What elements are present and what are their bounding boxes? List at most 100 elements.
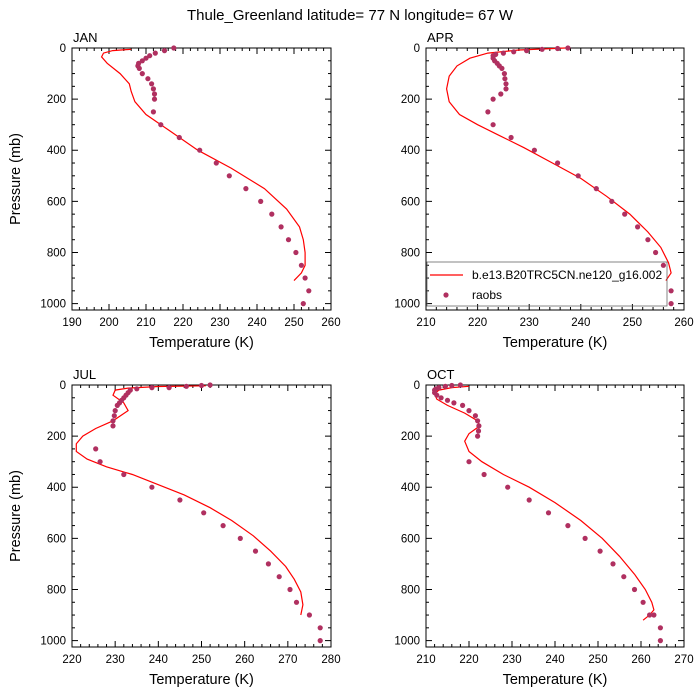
y-tick-label: 0 xyxy=(60,43,66,55)
raobs-point xyxy=(508,134,514,141)
raobs-point xyxy=(657,625,664,631)
y-tick-label: 400 xyxy=(401,145,420,157)
raobs-point xyxy=(258,198,264,204)
raobs-point xyxy=(145,76,151,82)
raobs-point xyxy=(498,91,504,97)
x-tick-label: 200 xyxy=(99,317,118,329)
x-tick-label: 190 xyxy=(62,317,81,329)
raobs-point xyxy=(490,122,496,128)
raobs-point xyxy=(438,395,444,401)
x-axis-label: Temperature (K) xyxy=(149,335,254,351)
raobs-point xyxy=(503,81,509,87)
x-tick-label: 210 xyxy=(416,654,435,666)
x-tick-label: 280 xyxy=(321,654,340,666)
series-line-model xyxy=(445,47,672,281)
raobs-point xyxy=(610,561,616,567)
x-tick-label: 210 xyxy=(416,317,435,329)
raobs-point xyxy=(499,65,505,71)
x-tick-label: 250 xyxy=(284,317,303,329)
raobs-point xyxy=(150,109,156,115)
raobs-point xyxy=(237,535,243,542)
plot-frame xyxy=(71,384,332,648)
raobs-point xyxy=(457,382,463,388)
x-tick-label: 230 xyxy=(502,654,521,666)
y-tick-label: 0 xyxy=(60,380,66,392)
raobs-point xyxy=(582,535,588,542)
raobs-point xyxy=(317,625,323,631)
y-tick-label: 800 xyxy=(401,247,420,259)
raobs-point xyxy=(114,402,120,408)
x-axis-label: Temperature (K) xyxy=(149,672,254,688)
x-tick-label: 220 xyxy=(62,654,81,666)
raobs-point xyxy=(226,173,232,179)
raobs-point xyxy=(481,471,487,478)
y-tick-label: 200 xyxy=(401,431,420,443)
x-tick-label: 220 xyxy=(459,654,478,666)
panel-apr: 210 220 230 240 250 260 0 200 400 600 800 1000 APR Te… xyxy=(394,30,693,351)
y-tick-label: 600 xyxy=(401,196,420,208)
raobs-point xyxy=(161,48,168,54)
raobs-point xyxy=(651,612,657,618)
legend-entry-label: raobs xyxy=(472,288,502,302)
raobs-point xyxy=(609,198,615,204)
raobs-point xyxy=(293,599,300,605)
raobs-point xyxy=(152,50,158,56)
raobs-point xyxy=(147,53,153,59)
x-axis-label: Temperature (K) xyxy=(503,672,608,688)
raobs-point xyxy=(243,186,249,192)
raobs-point xyxy=(475,433,481,439)
raobs-point xyxy=(136,65,142,71)
raobs-point xyxy=(269,211,275,217)
raobs-point xyxy=(524,48,530,54)
y-tick-label: 600 xyxy=(47,533,66,545)
raobs-point xyxy=(252,548,259,554)
raobs-point xyxy=(285,237,292,243)
legend-entry-label: b.e13.B20TRC5CN.ne120_g16.002 xyxy=(472,268,662,282)
panel-jan: 190 200 210 220 230 240 250 260 0 200 400 600 800 100… xyxy=(8,30,341,351)
raobs-point xyxy=(503,86,509,92)
panel-label: OCT xyxy=(427,367,455,382)
x-tick-label: 220 xyxy=(173,317,192,329)
raobs-point xyxy=(555,160,561,166)
raobs-point xyxy=(158,122,164,128)
raobs-point xyxy=(278,224,284,230)
raobs-point xyxy=(485,109,491,115)
raobs-point xyxy=(93,446,99,452)
raobs-point xyxy=(139,71,145,77)
raobs-point xyxy=(511,49,517,55)
y-tick-label: 1000 xyxy=(40,636,66,648)
series-line-model xyxy=(433,385,655,621)
raobs-point xyxy=(306,288,312,294)
x-tick-label: 260 xyxy=(235,654,254,666)
raobs-point xyxy=(197,147,203,153)
raobs-point xyxy=(444,397,451,403)
y-tick-label: 800 xyxy=(47,584,66,596)
series-line-model xyxy=(100,48,306,282)
x-tick-label: 250 xyxy=(623,317,642,329)
raobs-point xyxy=(111,413,117,419)
x-tick-label: 220 xyxy=(468,317,487,329)
raobs-point xyxy=(149,484,155,490)
raobs-point xyxy=(466,459,472,465)
y-tick-label: 400 xyxy=(47,482,66,494)
x-tick-label: 260 xyxy=(631,654,650,666)
raobs-point xyxy=(472,413,478,419)
raobs-point xyxy=(460,402,466,408)
raobs-point xyxy=(545,510,552,516)
raobs-point xyxy=(306,612,312,618)
raobs-point xyxy=(526,497,532,503)
x-tick-label: 230 xyxy=(106,654,125,666)
x-tick-label: 250 xyxy=(588,654,607,666)
raobs-point xyxy=(150,86,156,92)
raobs-point xyxy=(134,386,140,392)
raobs-point xyxy=(565,45,571,51)
raobs-point xyxy=(640,599,646,605)
raobs-point xyxy=(500,50,506,56)
x-tick-label: 230 xyxy=(520,317,539,329)
raobs-point xyxy=(112,408,118,414)
y-tick-label: 0 xyxy=(414,380,420,392)
raobs-point xyxy=(151,91,158,97)
raobs-point xyxy=(265,561,271,567)
y-tick-label: 800 xyxy=(47,247,66,259)
panel-label: JUL xyxy=(73,367,96,382)
